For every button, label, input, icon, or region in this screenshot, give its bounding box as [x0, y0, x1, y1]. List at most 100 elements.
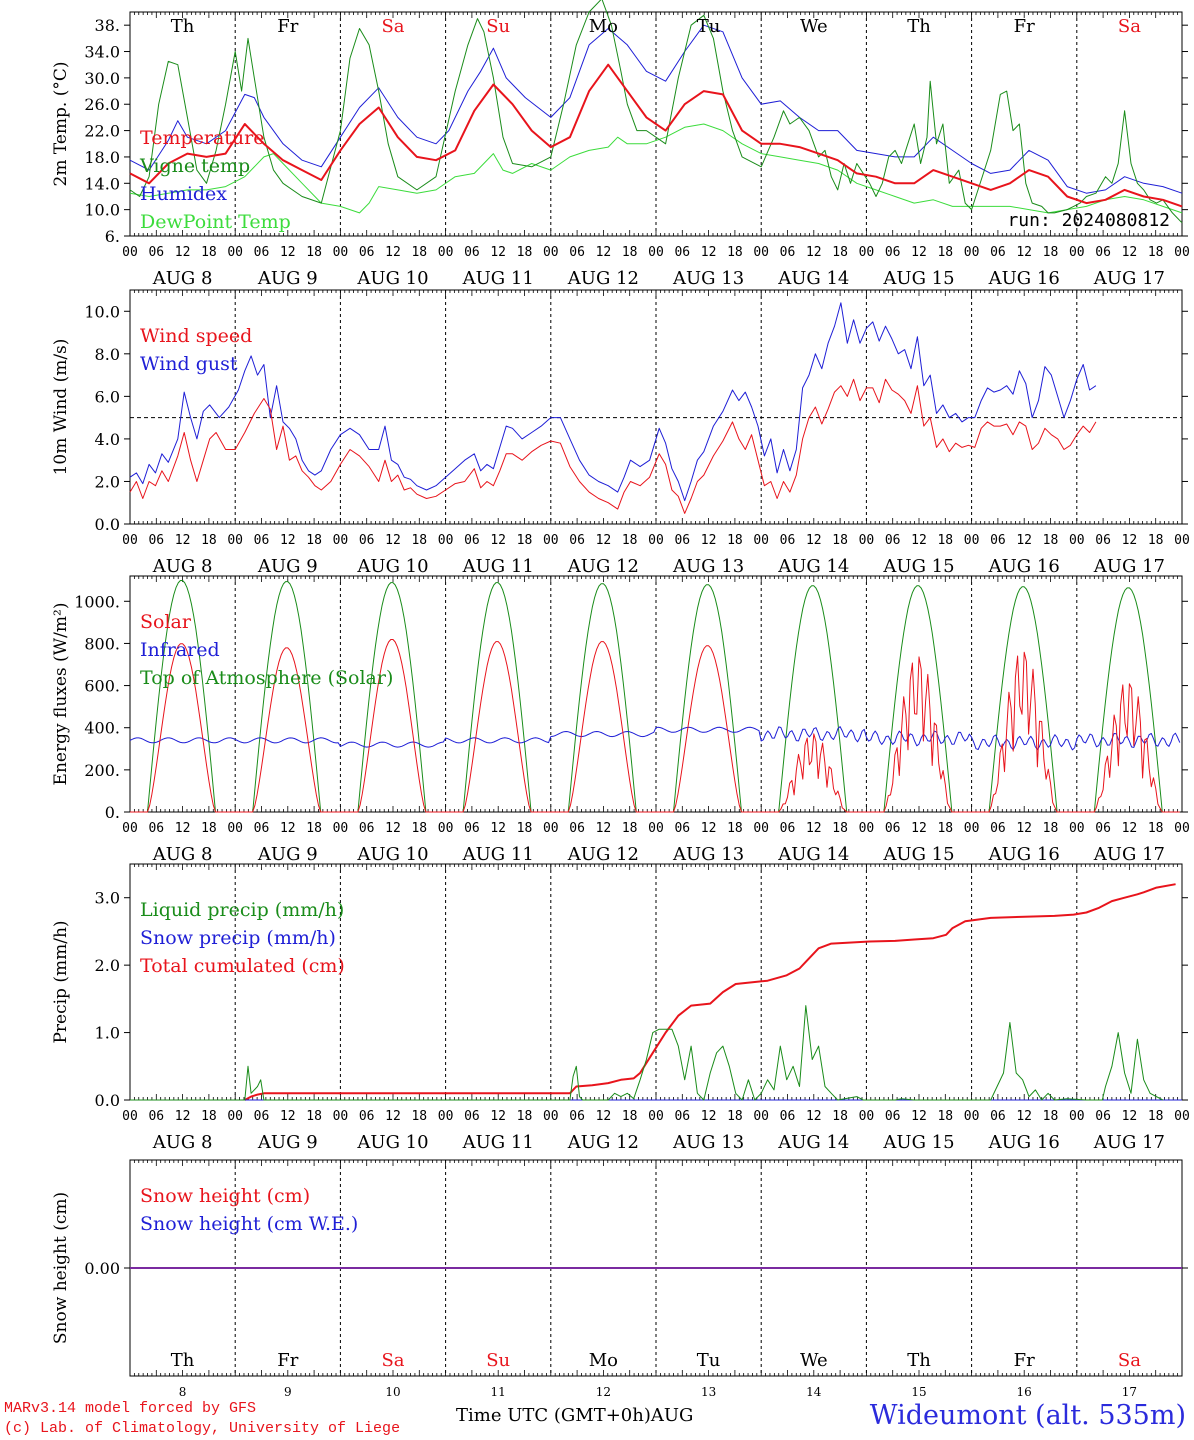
hour-label: 18: [517, 821, 533, 836]
hour-label: 00: [964, 821, 980, 836]
day-name: Th: [171, 1350, 195, 1371]
hour-label: 18: [1148, 245, 1164, 260]
hour-label: 12: [490, 245, 506, 260]
hour-label: 18: [306, 533, 322, 548]
credit-model: MARv3.14 model forced by GFS: [4, 1400, 257, 1417]
date-label: AUG 9: [257, 268, 318, 289]
hour-label: 06: [254, 245, 270, 260]
series-vigne-temp: [129, 0, 1183, 224]
panel-snow: 0.00 Snow height (cm) Snow height (cm) Snow…: [51, 1159, 1188, 1399]
hour-label: 12: [806, 1109, 822, 1124]
hour-label: 12: [385, 245, 401, 260]
hour-label: 12: [806, 245, 822, 260]
hour-label: 06: [359, 245, 375, 260]
hour-label: 06: [148, 1109, 164, 1124]
y-axis-label: Energy fluxes (W/m²): [51, 603, 71, 786]
hour-label: 00: [1174, 533, 1190, 548]
date-label: AUG 17: [1093, 268, 1165, 289]
hour-label: 18: [937, 533, 953, 548]
day-number: 15: [911, 1385, 926, 1399]
hour-label: 18: [1043, 245, 1059, 260]
day-number: 9: [284, 1385, 292, 1399]
hour-label: 06: [569, 533, 585, 548]
date-label: AUG 16: [988, 556, 1060, 577]
hour-label: 00: [1069, 245, 1085, 260]
series-wind-speed: [129, 378, 1097, 514]
y-tick-label: 18.0: [84, 148, 120, 167]
station-title: Wideumont (alt. 535m): [869, 1400, 1186, 1431]
hour-label: 06: [464, 533, 480, 548]
date-label: AUG 15: [882, 268, 954, 289]
hour-label: 12: [175, 1109, 191, 1124]
date-label: AUG 15: [882, 1132, 954, 1153]
hour-label: 18: [517, 533, 533, 548]
hour-label: 18: [727, 533, 743, 548]
hour-label: 12: [1122, 533, 1138, 548]
hour-label: 06: [1095, 821, 1111, 836]
hour-label: 18: [937, 245, 953, 260]
hour-label: 06: [780, 1109, 796, 1124]
y-tick-label: 0.00: [84, 1259, 120, 1278]
date-label: AUG 14: [777, 1132, 849, 1153]
day-number: 13: [701, 1385, 716, 1399]
day-number: 12: [596, 1385, 611, 1399]
hour-label: 00: [122, 821, 138, 836]
hour-label: 18: [1043, 1109, 1059, 1124]
hour-label: 00: [333, 245, 349, 260]
hour-label: 06: [885, 821, 901, 836]
hour-label: 06: [148, 821, 164, 836]
legend-entry: Vigne temp: [139, 155, 250, 177]
date-label: AUG 17: [1093, 1132, 1165, 1153]
hour-label: 00: [438, 821, 454, 836]
hour-label: 18: [937, 821, 953, 836]
day-name: Sa: [381, 1350, 404, 1371]
hour-label: 12: [911, 1109, 927, 1124]
y-tick-label: 600.: [84, 677, 120, 696]
hour-label: 18: [517, 1109, 533, 1124]
y-tick-label: 14.0: [84, 174, 120, 193]
hour-label: 18: [517, 245, 533, 260]
date-label: AUG 9: [257, 844, 318, 865]
hour-label: 18: [727, 245, 743, 260]
run-label: run: 2024080812: [1007, 210, 1170, 231]
hour-label: 18: [411, 245, 427, 260]
hour-label: 00: [1069, 821, 1085, 836]
hour-label: 12: [385, 821, 401, 836]
day-name: Sa: [1118, 1350, 1141, 1371]
date-label: AUG 8: [152, 1132, 213, 1153]
y-axis-label: 2m Temp. (°C): [51, 61, 71, 186]
hour-label: 18: [1148, 533, 1164, 548]
hour-label: 12: [1122, 1109, 1138, 1124]
hour-label: 12: [596, 245, 612, 260]
hour-label: 06: [674, 821, 690, 836]
day-name: Sa: [1118, 16, 1141, 37]
hour-label: 12: [280, 245, 296, 260]
hour-label: 06: [990, 245, 1006, 260]
hour-label: 06: [990, 533, 1006, 548]
hour-label: 12: [701, 245, 717, 260]
hour-label: 18: [727, 1109, 743, 1124]
y-tick-label: 34.0: [84, 43, 120, 62]
legend-entry: Snow height (cm W.E.): [140, 1213, 358, 1235]
legend-entry: DewPoint Temp: [140, 211, 291, 233]
hour-label: 12: [280, 821, 296, 836]
date-label: AUG 16: [988, 844, 1060, 865]
hour-label: 06: [569, 1109, 585, 1124]
y-axis-label: Snow height (cm): [51, 1192, 71, 1344]
y-tick-label: 200.: [84, 761, 120, 780]
hour-label: 00: [1174, 821, 1190, 836]
hour-label: 18: [1043, 533, 1059, 548]
hour-label: 12: [596, 533, 612, 548]
hour-label: 06: [569, 245, 585, 260]
hour-label: 00: [648, 1109, 664, 1124]
hour-label: 18: [1043, 821, 1059, 836]
y-tick-label: 3.0: [95, 889, 120, 908]
hour-label: 18: [1148, 821, 1164, 836]
day-name: Fr: [1014, 16, 1035, 37]
y-tick-label: 22.0: [84, 122, 120, 141]
day-name: We: [800, 16, 828, 37]
date-label: AUG 17: [1093, 844, 1165, 865]
hour-label: 12: [911, 245, 927, 260]
day-name: Tu: [697, 1350, 721, 1371]
